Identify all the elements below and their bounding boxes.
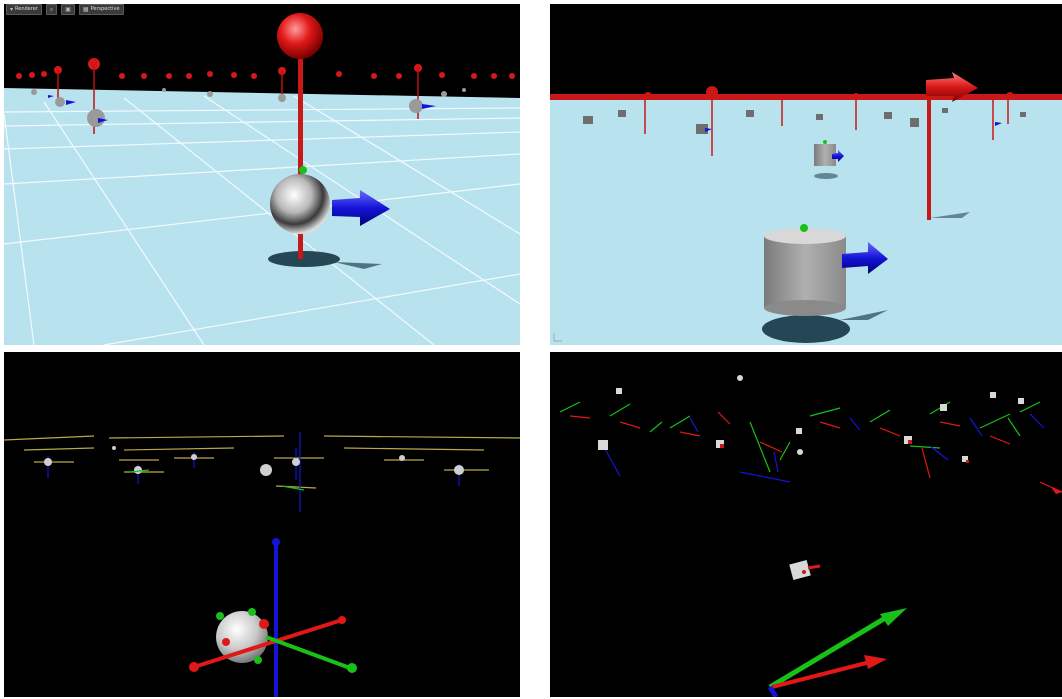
distant-arrows: [705, 122, 1002, 132]
x-handle-2: [259, 619, 269, 629]
renderer-button[interactable]: ▾ Renderer: [6, 4, 42, 15]
cylinder-bottom: [764, 300, 846, 316]
mid-shadow: [814, 173, 838, 179]
background: [550, 352, 1062, 697]
magnifier-icon: ⌕: [49, 6, 54, 13]
x-axis-line: [193, 618, 343, 669]
distant-axis-markers: [4, 432, 520, 512]
cylinder-shadow: [762, 315, 850, 343]
mid-cube-marker: [802, 570, 806, 574]
main-cylinder[interactable]: [764, 236, 846, 308]
z-axis-arrow[interactable]: [842, 242, 888, 274]
y-axis-line: [768, 611, 894, 690]
x-axis-tip[interactable]: [338, 616, 346, 624]
renderer-label: Renderer: [15, 6, 38, 12]
mid-cylinder[interactable]: [814, 144, 836, 166]
mid-cube-x-arrow: [807, 564, 821, 570]
pole-top-sphere[interactable]: [277, 13, 323, 59]
perspective-icon: ▦: [82, 6, 89, 13]
z-axis-tip[interactable]: [272, 538, 280, 546]
y-axis-line: [265, 635, 351, 670]
mid-cube[interactable]: [789, 559, 811, 581]
arrow-shadow: [334, 262, 382, 269]
distant-cylinders: [583, 108, 1026, 134]
y-axis-marker: [299, 166, 307, 174]
renderer-icon: ▾: [10, 6, 14, 13]
viewport-panel-3[interactable]: [4, 352, 520, 697]
mid-y-marker: [823, 140, 827, 144]
main-sphere[interactable]: [216, 611, 268, 663]
x-axis-neg-tip[interactable]: [189, 662, 199, 672]
x-axis-line: [771, 660, 871, 689]
y-axis-arrowhead[interactable]: [880, 608, 907, 626]
y-handle-1: [216, 612, 224, 620]
y-handle-3: [254, 656, 262, 664]
flag-arrow[interactable]: [926, 72, 978, 102]
scene-canvas[interactable]: [550, 4, 1062, 345]
distant-markers: [16, 58, 515, 134]
flag-shadow: [930, 212, 970, 218]
viewport-toolbar: ▾ Renderer ⌕ ▣ ▦ Perspective: [4, 4, 124, 15]
x-axis-arrowhead[interactable]: [864, 655, 887, 669]
perspective-button[interactable]: ▦ Perspective: [78, 4, 124, 15]
distant-axis-field: [559, 375, 1062, 494]
corner-marker: ·: [5, 336, 7, 342]
viewport-panel-1[interactable]: ▾ Renderer ⌕ ▣ ▦ Perspective: [4, 4, 520, 345]
scene-canvas[interactable]: [550, 352, 1062, 697]
main-sphere[interactable]: [270, 174, 330, 234]
y-handle-2: [248, 608, 256, 616]
camera-button[interactable]: ▣: [61, 4, 75, 15]
ground-plane: [4, 88, 520, 345]
scene-canvas[interactable]: ·: [4, 4, 520, 345]
pole-red: [298, 44, 303, 259]
x-handle-1: [222, 638, 230, 646]
viewport-panel-2[interactable]: [550, 4, 1062, 345]
camera-icon: ▣: [65, 6, 71, 13]
flag-pole: [927, 84, 931, 220]
object-shadow: [268, 251, 340, 267]
distant-poles: [644, 92, 1009, 156]
zoom-button[interactable]: ⌕: [45, 4, 58, 15]
cylinder-top: [764, 228, 846, 244]
axis-gizmo: [553, 333, 562, 342]
z-axis-arrow[interactable]: [332, 190, 390, 226]
perspective-label: Perspective: [90, 6, 120, 12]
y-axis-marker: [800, 224, 808, 232]
z-axis-line: [767, 685, 779, 697]
arrow-shadow: [840, 310, 888, 320]
scene-canvas[interactable]: [4, 352, 520, 697]
viewport-panel-4[interactable]: [550, 352, 1062, 697]
y-axis-tip[interactable]: [347, 663, 357, 673]
mid-z-arrow: [832, 150, 844, 162]
